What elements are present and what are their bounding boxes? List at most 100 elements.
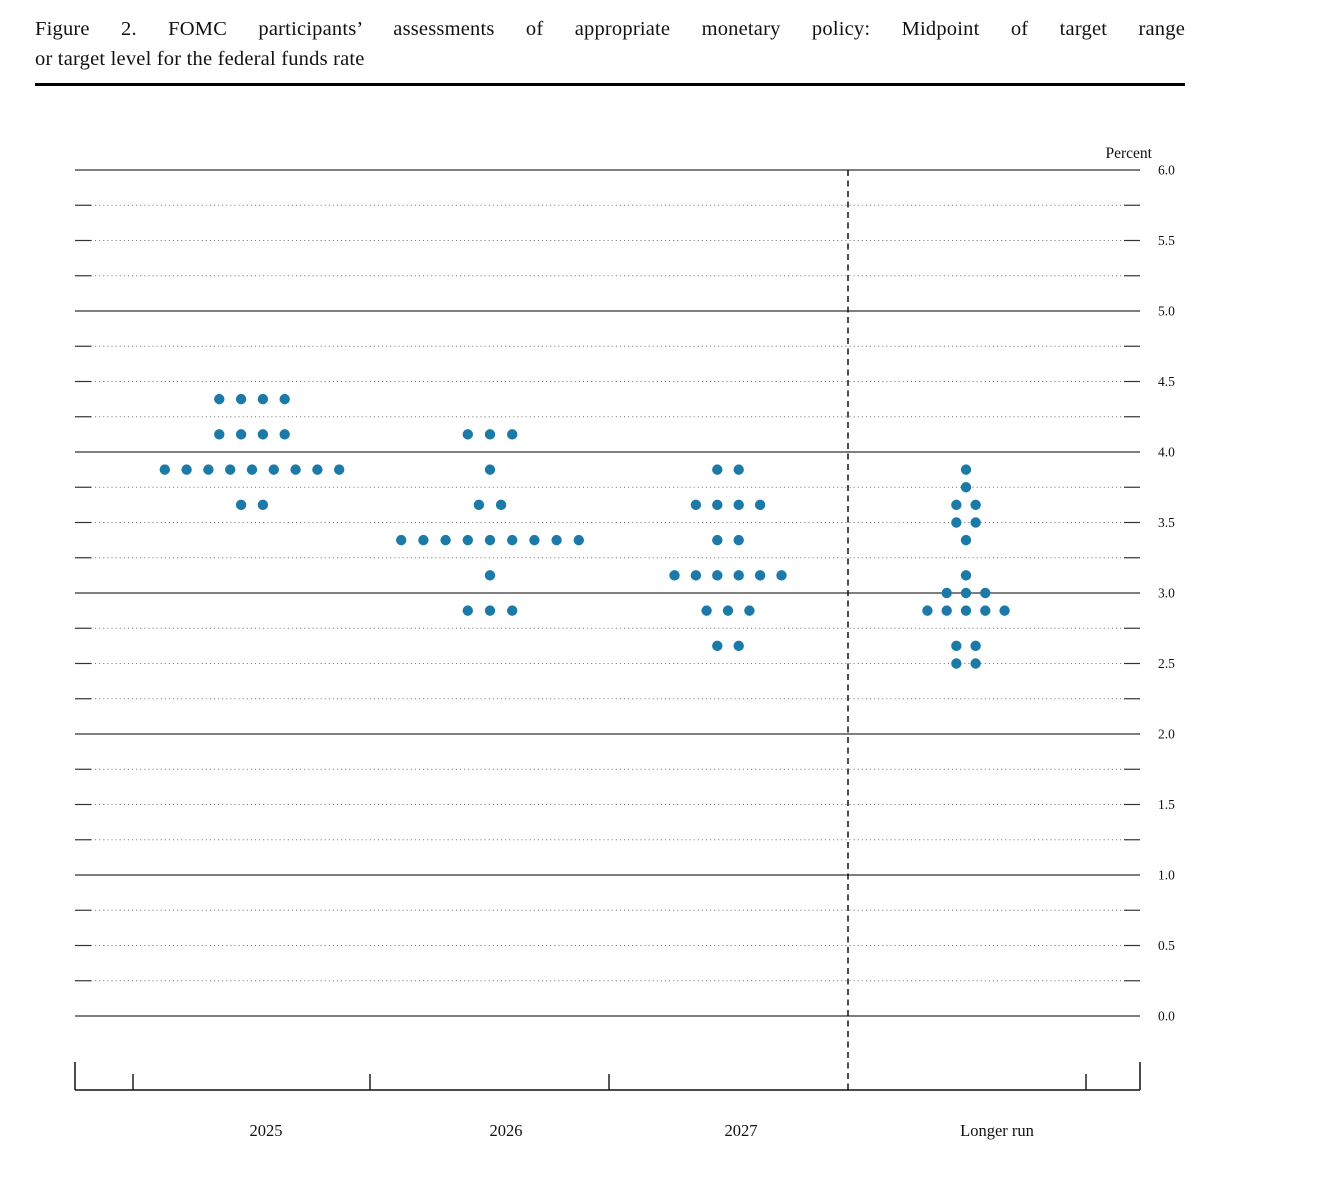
y-tick-label: 5.0	[1158, 304, 1175, 319]
y-axis-unit-label: Percent	[1105, 145, 1152, 162]
fomc-dot	[507, 429, 518, 440]
y-tick-label: 3.5	[1158, 515, 1175, 530]
fomc-dot	[484, 570, 496, 581]
x-axis-label-longer-run: Longer run	[960, 1121, 1034, 1140]
fomc-dot	[290, 464, 301, 475]
fomc-dot	[712, 499, 723, 511]
fomc-dot	[754, 570, 766, 581]
fomc-dot	[754, 499, 766, 511]
fomc-dot	[268, 464, 279, 475]
fomc-dot	[970, 658, 981, 669]
fomc-dot	[159, 464, 170, 475]
y-tick-label: 1.0	[1158, 868, 1175, 883]
fomc-dot	[257, 429, 269, 440]
title-rule	[35, 83, 1185, 86]
fomc-dot	[951, 499, 962, 511]
fomc-dot	[701, 605, 712, 616]
fomc-dot	[312, 464, 323, 475]
fomc-dot	[980, 587, 991, 599]
fomc-dot	[960, 482, 972, 493]
figure-title-line-1: Figure 2. FOMC participants’ assessments…	[35, 18, 1185, 40]
fomc-dot	[744, 605, 755, 616]
fomc-dot	[334, 464, 345, 475]
fomc-dot	[712, 640, 723, 652]
y-tick-label: 1.5	[1158, 797, 1175, 812]
y-tick-label: 4.5	[1158, 374, 1175, 389]
fomc-dot	[462, 534, 473, 546]
fomc-dot	[776, 570, 787, 581]
fomc-dot	[257, 499, 269, 511]
fomc-dot	[484, 464, 496, 475]
figure-header: Figure 2. FOMC participants’ assessments…	[35, 14, 1185, 86]
fomc-dot	[225, 464, 236, 475]
y-tick-label: 0.0	[1158, 1009, 1175, 1024]
fomc-dot	[951, 640, 962, 652]
fomc-dot	[235, 393, 247, 405]
fomc-dot	[203, 464, 214, 475]
fomc-dot	[235, 499, 247, 511]
fomc-dot	[573, 534, 584, 546]
fomc-dot	[999, 605, 1010, 616]
fomc-dot	[970, 499, 981, 511]
fomc-dot	[733, 640, 744, 652]
fomc-dot	[235, 429, 247, 440]
fomc-dot	[669, 570, 680, 581]
fomc-dot	[396, 534, 407, 546]
fomc-dot	[922, 605, 933, 616]
fomc-dot	[960, 570, 972, 581]
fomc-dot	[712, 570, 723, 581]
y-tick-label: 6.0	[1158, 163, 1175, 178]
fomc-dot	[181, 464, 192, 475]
fomc-dot	[484, 605, 496, 616]
fomc-dot	[279, 429, 290, 440]
fomc-dot	[951, 517, 962, 528]
y-tick-label: 3.0	[1158, 586, 1175, 601]
fomc-dot	[733, 464, 744, 475]
fomc-dot	[507, 605, 518, 616]
fomc-dot	[246, 464, 258, 475]
fomc-dot	[712, 534, 723, 546]
fomc-dot	[690, 570, 702, 581]
y-tick-label: 2.0	[1158, 727, 1175, 742]
fomc-dot	[951, 658, 962, 669]
fomc-dot	[960, 587, 972, 599]
fomc-dot	[462, 429, 473, 440]
fomc-dot	[507, 534, 518, 546]
fomc-dot	[733, 570, 744, 581]
fomc-dot	[529, 534, 540, 546]
fomc-dot	[484, 534, 496, 546]
x-axis-label-2027: 2027	[725, 1121, 758, 1140]
figure-title-line-2: or target level for the federal funds ra…	[35, 48, 365, 70]
fomc-dot	[941, 605, 952, 616]
fomc-dot	[484, 429, 496, 440]
fomc-dot	[551, 534, 562, 546]
fomc-dot	[960, 605, 972, 616]
fomc-dot	[960, 464, 972, 475]
fomc-dot	[418, 534, 429, 546]
y-tick-label: 5.5	[1158, 233, 1175, 248]
fomc-dot	[495, 499, 507, 511]
fomc-dot	[440, 534, 451, 546]
fomc-dot	[257, 393, 269, 405]
fomc-dot	[960, 534, 972, 546]
fomc-dot	[462, 605, 473, 616]
y-tick-label: 4.0	[1158, 445, 1175, 460]
y-tick-label: 2.5	[1158, 656, 1175, 671]
fomc-dot	[941, 587, 952, 599]
fomc-dot	[980, 605, 991, 616]
fomc-dot	[214, 429, 225, 440]
fomc-dot	[279, 393, 290, 405]
fomc-dot	[970, 517, 981, 528]
fomc-dot	[733, 534, 744, 546]
x-axis-label-2026: 2026	[490, 1121, 523, 1140]
x-axis-label-2025: 2025	[250, 1121, 283, 1140]
y-tick-label: 0.5	[1158, 938, 1175, 953]
fomc-dot	[214, 393, 225, 405]
fomc-dot	[712, 464, 723, 475]
fomc-dot	[473, 499, 485, 511]
fomc-dot	[690, 499, 702, 511]
fomc-dot	[722, 605, 734, 616]
fomc-dot	[733, 499, 744, 511]
